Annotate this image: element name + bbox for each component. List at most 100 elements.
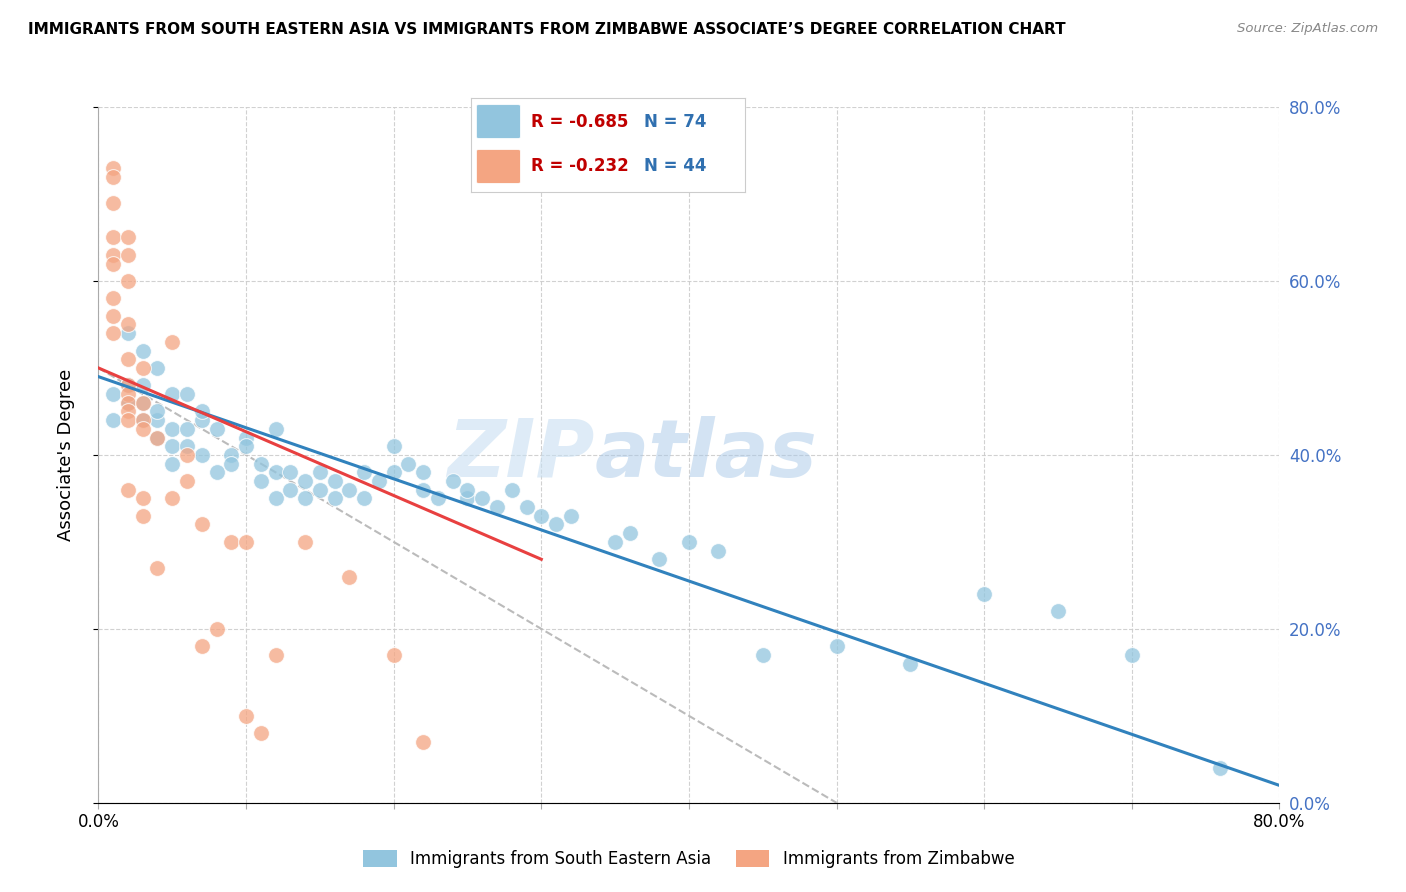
Point — [368, 474, 391, 488]
Point — [323, 474, 346, 488]
Point — [191, 448, 214, 462]
Point — [250, 457, 273, 471]
Point — [221, 534, 243, 549]
Point — [103, 387, 125, 401]
Point — [103, 309, 125, 323]
Legend: Immigrants from South Eastern Asia, Immigrants from Zimbabwe: Immigrants from South Eastern Asia, Immi… — [357, 843, 1021, 874]
Point — [117, 395, 139, 409]
Point — [103, 291, 125, 305]
Point — [396, 457, 419, 471]
Point — [264, 466, 287, 480]
Point — [103, 256, 125, 270]
Point — [339, 483, 360, 497]
Point — [132, 491, 155, 506]
Point — [191, 517, 214, 532]
Point — [294, 474, 316, 488]
Point — [900, 657, 922, 671]
Point — [146, 360, 169, 375]
Point — [339, 570, 360, 584]
Point — [235, 439, 257, 453]
Point — [427, 491, 450, 506]
Point — [162, 491, 183, 506]
Point — [117, 404, 139, 418]
Point — [309, 483, 332, 497]
Point — [117, 318, 139, 332]
Point — [132, 343, 155, 358]
Point — [103, 248, 125, 262]
Point — [205, 622, 228, 636]
Point — [176, 474, 198, 488]
Point — [191, 413, 214, 427]
Point — [176, 439, 198, 453]
Text: IMMIGRANTS FROM SOUTH EASTERN ASIA VS IMMIGRANTS FROM ZIMBABWE ASSOCIATE’S DEGRE: IMMIGRANTS FROM SOUTH EASTERN ASIA VS IM… — [28, 22, 1066, 37]
Point — [103, 195, 125, 210]
Text: ZIP: ZIP — [447, 416, 595, 494]
Point — [132, 395, 155, 409]
Point — [235, 430, 257, 444]
Point — [264, 648, 287, 662]
Point — [117, 326, 139, 340]
Point — [117, 230, 139, 244]
Point — [205, 466, 228, 480]
Point — [560, 508, 582, 523]
Point — [176, 422, 198, 436]
Point — [516, 500, 538, 514]
Point — [103, 413, 125, 427]
Point — [132, 360, 155, 375]
Text: N = 74: N = 74 — [644, 112, 706, 130]
Point — [382, 648, 405, 662]
Point — [132, 378, 155, 392]
Point — [117, 395, 139, 409]
Text: atlas: atlas — [595, 416, 817, 494]
Point — [412, 483, 434, 497]
Point — [132, 395, 155, 409]
Point — [264, 491, 287, 506]
Point — [221, 457, 243, 471]
Text: R = -0.232: R = -0.232 — [531, 158, 628, 176]
Point — [382, 439, 405, 453]
Point — [323, 491, 346, 506]
Point — [678, 534, 700, 549]
Point — [235, 534, 257, 549]
Point — [619, 526, 641, 541]
Point — [162, 457, 183, 471]
Point — [456, 483, 478, 497]
Point — [250, 474, 273, 488]
Point — [176, 448, 198, 462]
Point — [103, 161, 125, 175]
Point — [294, 534, 316, 549]
Point — [382, 466, 405, 480]
Point — [501, 483, 523, 497]
Point — [1046, 605, 1069, 619]
Point — [707, 543, 730, 558]
Point — [162, 334, 183, 349]
Point — [117, 378, 139, 392]
Text: N = 44: N = 44 — [644, 158, 706, 176]
Text: Source: ZipAtlas.com: Source: ZipAtlas.com — [1237, 22, 1378, 36]
Point — [132, 422, 155, 436]
Point — [162, 387, 183, 401]
Point — [117, 387, 139, 401]
Point — [221, 448, 243, 462]
Point — [1121, 648, 1143, 662]
Point — [205, 422, 228, 436]
Point — [176, 387, 198, 401]
Point — [264, 422, 287, 436]
Y-axis label: Associate's Degree: Associate's Degree — [56, 368, 75, 541]
Point — [132, 508, 155, 523]
Point — [117, 352, 139, 367]
Point — [146, 430, 169, 444]
Point — [456, 491, 478, 506]
Point — [648, 552, 671, 566]
Point — [146, 561, 169, 575]
Point — [191, 639, 214, 653]
FancyBboxPatch shape — [477, 150, 520, 184]
Point — [605, 534, 627, 549]
Point — [235, 708, 257, 723]
Point — [471, 491, 494, 506]
Point — [117, 274, 139, 288]
Point — [117, 413, 139, 427]
Point — [294, 491, 316, 506]
Point — [1209, 761, 1232, 775]
Point — [132, 413, 155, 427]
